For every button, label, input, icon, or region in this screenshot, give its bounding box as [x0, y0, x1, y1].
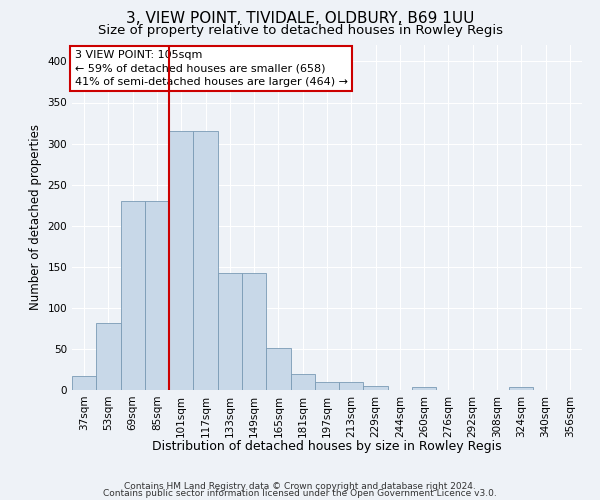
Bar: [290, 374, 315, 390]
Bar: [193, 131, 218, 390]
Bar: [121, 201, 145, 390]
Text: Contains HM Land Registry data © Crown copyright and database right 2024.: Contains HM Land Registry data © Crown c…: [124, 482, 476, 491]
Text: 3, VIEW POINT, TIVIDALE, OLDBURY, B69 1UU: 3, VIEW POINT, TIVIDALE, OLDBURY, B69 1U…: [126, 11, 474, 26]
Bar: [72, 376, 96, 390]
Bar: [169, 131, 193, 390]
Bar: [315, 382, 339, 390]
Bar: [145, 201, 169, 390]
Bar: [266, 348, 290, 390]
Y-axis label: Number of detached properties: Number of detached properties: [29, 124, 42, 310]
X-axis label: Distribution of detached houses by size in Rowley Regis: Distribution of detached houses by size …: [152, 440, 502, 453]
Bar: [509, 386, 533, 390]
Bar: [412, 386, 436, 390]
Bar: [242, 274, 266, 390]
Bar: [339, 382, 364, 390]
Bar: [218, 274, 242, 390]
Text: Contains public sector information licensed under the Open Government Licence v3: Contains public sector information licen…: [103, 489, 497, 498]
Bar: [364, 386, 388, 390]
Bar: [96, 322, 121, 390]
Text: Size of property relative to detached houses in Rowley Regis: Size of property relative to detached ho…: [97, 24, 503, 37]
Text: 3 VIEW POINT: 105sqm
← 59% of detached houses are smaller (658)
41% of semi-deta: 3 VIEW POINT: 105sqm ← 59% of detached h…: [74, 50, 347, 86]
